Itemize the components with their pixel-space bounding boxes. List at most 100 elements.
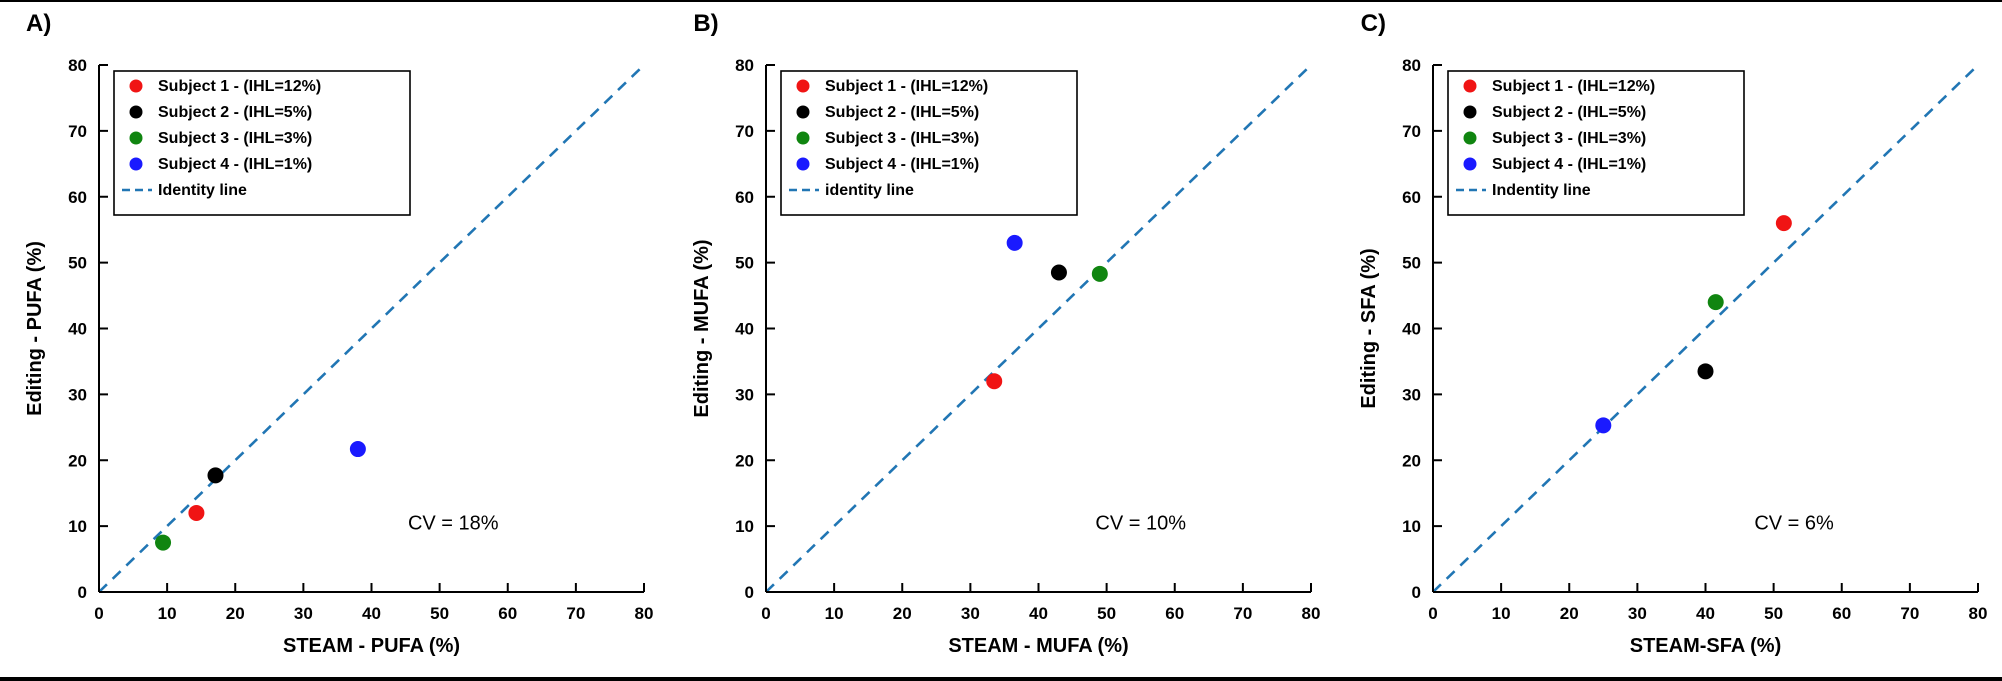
legend-label: Subject 3 - (IHL=3%) (158, 130, 312, 147)
y-tick-label: 40 (68, 320, 87, 339)
legend-label: Identity line (158, 182, 247, 199)
x-tick-label: 40 (362, 604, 381, 623)
x-tick-label: 60 (1165, 604, 1184, 623)
legend-label: Subject 4 - (IHL=1%) (825, 156, 979, 173)
legend-box (112, 70, 411, 216)
x-tick-label: 30 (1628, 604, 1647, 623)
x-tick-label: 20 (1560, 604, 1579, 623)
x-tick-label: 30 (294, 604, 313, 623)
panel-a: A) 0 10 20 30 40 50 60 70 80 0 10 20 30 40 50 60 70 80 STE… (0, 2, 667, 677)
x-tick-label: 20 (225, 604, 244, 623)
x-tick-label: 60 (1833, 604, 1852, 623)
y-tick-label: 30 (68, 385, 87, 404)
y-tick-label: 0 (1412, 583, 1421, 602)
legend-label: Subject 2 - (IHL=5%) (158, 104, 312, 121)
scatter-chart-mufa: 0 10 20 30 40 50 60 70 80 0 10 20 30 40 50 60 70 80 STEAM … (691, 56, 1321, 657)
legend-label: Subject 1 - (IHL=12%) (158, 78, 321, 95)
scatter-chart-sfa: 0 10 20 30 40 50 60 70 80 0 10 20 30 40 50 60 70 80 STEAM-… (1358, 56, 1988, 657)
legend-label: Subject 1 - (IHL=12%) (825, 78, 988, 95)
y-tick-label: 30 (735, 385, 754, 404)
x-tick-label: 80 (1302, 604, 1321, 623)
x-tick-label: 60 (498, 604, 517, 623)
x-axis-title: STEAM - PUFA (%) (283, 635, 460, 657)
y-tick-label: 50 (735, 254, 754, 273)
data-point-subject-2 (1050, 264, 1067, 281)
legend-label: Subject 4 - (IHL=1%) (158, 156, 312, 173)
scatter-chart-pufa: 0 10 20 30 40 50 60 70 80 0 10 20 30 40 50 60 70 80 STEAM … (24, 56, 653, 657)
panel-b: B) 0 10 20 30 40 50 60 70 80 0 10 20 30 40 50 60 70 80 STE… (667, 2, 1334, 677)
legend-label: Subject 3 - (IHL=3%) (825, 130, 979, 147)
y-tick-label: 80 (735, 56, 754, 75)
legend-marker-dot (796, 105, 810, 119)
y-tick-label: 10 (1402, 517, 1421, 536)
x-axis-title: STEAM - MUFA (%) (948, 635, 1128, 657)
panel-b-label: B) (693, 10, 719, 37)
x-tick-label: 70 (566, 604, 585, 623)
x-tick-label: 0 (761, 604, 770, 623)
y-tick-label: 30 (1402, 385, 1421, 404)
y-tick-label: 80 (68, 56, 87, 75)
y-tick-label: 20 (68, 451, 87, 470)
legend-marker-dot (129, 105, 143, 119)
legend-label: Subject 1 - (IHL=12%) (1492, 78, 1655, 95)
legend-label: Subject 2 - (IHL=5%) (1492, 104, 1646, 121)
x-tick-label: 50 (430, 604, 449, 623)
data-point-subject-1 (1776, 215, 1793, 232)
legend-box (780, 70, 1078, 216)
legend-marker-dot (129, 157, 143, 171)
y-tick-label: 80 (1402, 56, 1421, 75)
y-tick-label: 50 (68, 254, 87, 273)
legend-label: Subject 4 - (IHL=1%) (1492, 156, 1646, 173)
cv-annotation: CV = 6% (1755, 512, 1835, 534)
x-tick-label: 0 (1429, 604, 1438, 623)
y-tick-label: 0 (745, 583, 754, 602)
y-axis-title: Editing - PUFA (%) (24, 241, 46, 416)
legend-marker-dot (1463, 79, 1477, 93)
x-tick-label: 10 (157, 604, 176, 623)
data-point-subject-3 (1708, 294, 1725, 311)
y-tick-label: 70 (1402, 122, 1421, 141)
data-point-subject-4 (349, 441, 366, 458)
data-point-subject-4 (1595, 417, 1612, 434)
legend-marker-dot (129, 79, 143, 93)
x-axis-title: STEAM-SFA (%) (1630, 635, 1781, 657)
data-point-subject-2 (1697, 363, 1714, 380)
y-tick-label: 20 (735, 451, 754, 470)
legend-label: identity line (825, 182, 914, 199)
x-tick-label: 40 (1696, 604, 1715, 623)
legend-marker-dot (1463, 105, 1477, 119)
data-point-subject-3 (1091, 265, 1108, 282)
y-tick-label: 10 (68, 517, 87, 536)
x-tick-label: 70 (1901, 604, 1920, 623)
y-tick-label: 20 (1402, 451, 1421, 470)
legend-box (1447, 70, 1746, 216)
x-tick-label: 80 (634, 604, 653, 623)
legend-marker-dot (796, 157, 810, 171)
y-tick-label: 70 (735, 122, 754, 141)
data-point-subject-2 (207, 467, 224, 484)
identity-line (97, 64, 645, 593)
y-tick-label: 10 (735, 517, 754, 536)
panel-c: C) 0 10 20 30 40 50 60 70 80 0 10 20 30 40 50 60 70 80 STE… (1335, 2, 2002, 677)
legend-marker-dot (1463, 157, 1477, 171)
data-point-subject-1 (986, 373, 1003, 390)
legend-label: Subject 2 - (IHL=5%) (825, 104, 979, 121)
legend-label: Subject 3 - (IHL=3%) (1492, 130, 1646, 147)
x-tick-label: 0 (94, 604, 103, 623)
x-tick-label: 20 (893, 604, 912, 623)
data-point-subject-4 (1006, 234, 1023, 251)
x-tick-label: 40 (1029, 604, 1048, 623)
x-tick-label: 10 (1492, 604, 1511, 623)
data-point-subject-3 (154, 534, 171, 551)
identity-line (1432, 64, 1980, 593)
legend-marker-dot (796, 79, 810, 93)
identity-line (765, 64, 1312, 593)
data-point-subject-1 (188, 504, 205, 521)
legend-marker-dot (796, 131, 810, 145)
legend-marker-dot (129, 131, 143, 145)
y-tick-label: 40 (735, 320, 754, 339)
y-tick-label: 0 (77, 583, 86, 602)
x-tick-label: 80 (1969, 604, 1988, 623)
y-tick-label: 60 (68, 188, 87, 207)
legend-marker-dot (1463, 131, 1477, 145)
